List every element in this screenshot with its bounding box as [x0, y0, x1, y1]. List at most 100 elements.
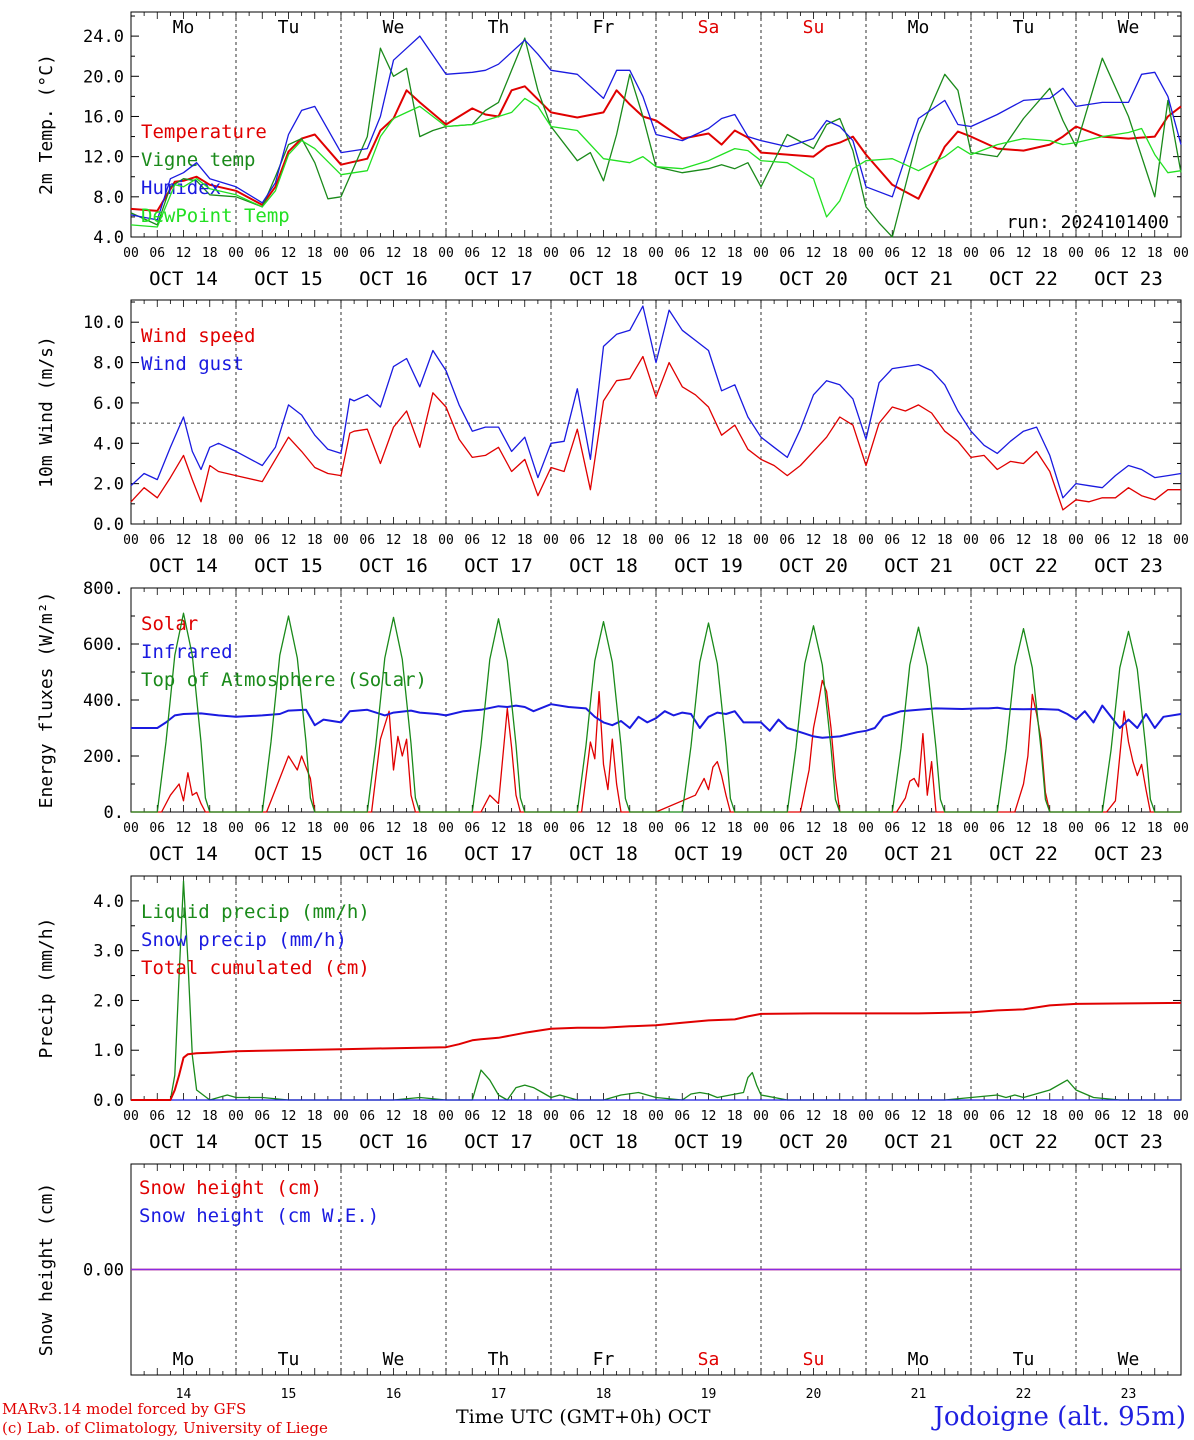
hour-tick-label: 00 [123, 821, 139, 836]
date-label: OCT 22 [989, 555, 1058, 577]
lab-credit: (c) Lab. of Climatology, University of L… [2, 1419, 328, 1437]
date-label: OCT 23 [1094, 1131, 1163, 1153]
hour-tick-label: 18 [622, 1109, 638, 1124]
hour-tick-label: 06 [359, 533, 375, 548]
hour-tick-label: 00 [333, 821, 349, 836]
hour-tick-label: 06 [149, 821, 165, 836]
hour-tick-label: 00 [438, 821, 454, 836]
date-label: OCT 16 [359, 555, 428, 577]
hour-tick-label: 18 [622, 821, 638, 836]
hour-tick-label: 06 [989, 533, 1005, 548]
weekday-label: Mo [908, 1349, 930, 1370]
hour-tick-label: 00 [858, 533, 874, 548]
day-number: 20 [806, 1387, 822, 1402]
hour-tick-label: 12 [491, 1109, 507, 1124]
y-tick-label: 4.0 [93, 228, 124, 248]
hour-tick-label: 12 [596, 246, 612, 261]
panel-5: 0.00 Snow height (cm) Snow height (cm) Snow… [36, 1163, 1182, 1402]
day-number: 17 [491, 1387, 507, 1402]
hour-tick-label: 06 [884, 533, 900, 548]
hour-tick-label: 06 [254, 246, 270, 261]
y-tick-label: 16.0 [83, 107, 124, 127]
hour-tick-label: 00 [963, 533, 979, 548]
y-axis-label: Precip (mm/h) [36, 918, 57, 1059]
hour-tick-label: 18 [412, 246, 428, 261]
y-tick-label: 1.0 [93, 1041, 124, 1061]
date-label: OCT 20 [779, 843, 848, 865]
hour-tick-label: 18 [832, 1109, 848, 1124]
hour-tick-label: 18 [517, 1109, 533, 1124]
hour-tick-label: 12 [386, 1109, 402, 1124]
hour-tick-label: 06 [464, 821, 480, 836]
panel-3: 0. 200. 400. 600. 800. Energy fluxes (W/m²) So… [36, 579, 1189, 865]
hour-tick-label: 12 [281, 246, 297, 261]
hour-tick-label: 18 [307, 821, 323, 836]
hour-tick-label: 06 [674, 246, 690, 261]
weekday-label: We [383, 1349, 405, 1370]
hour-tick-label: 06 [779, 533, 795, 548]
hour-tick-label: 06 [779, 246, 795, 261]
hour-tick-label: 18 [622, 533, 638, 548]
hour-tick-label: 00 [858, 246, 874, 261]
hour-tick-label: 12 [596, 533, 612, 548]
hour-tick-label: 06 [569, 533, 585, 548]
legend-entry: Snow height (cm) [139, 1177, 322, 1199]
legend-entry: Solar [141, 613, 198, 635]
date-label: OCT 19 [674, 268, 743, 290]
hour-tick-label: 06 [254, 1109, 270, 1124]
hour-tick-label: 18 [1147, 821, 1163, 836]
weekday-label: Tu [278, 17, 300, 38]
date-label: OCT 23 [1094, 555, 1163, 577]
y-tick-label: 3.0 [93, 942, 124, 962]
date-label: OCT 22 [989, 268, 1058, 290]
hour-tick-label: 06 [464, 1109, 480, 1124]
hour-tick-label: 12 [1121, 821, 1137, 836]
hour-tick-label: 12 [1016, 821, 1032, 836]
hour-tick-label: 00 [963, 821, 979, 836]
hour-tick-label: 12 [911, 821, 927, 836]
hour-tick-label: 06 [254, 821, 270, 836]
hour-tick-label: 00 [1173, 533, 1189, 548]
y-axis-label: Energy fluxes (W/m²) [36, 592, 57, 809]
hour-tick-label: 12 [281, 533, 297, 548]
date-label: OCT 16 [359, 843, 428, 865]
legend-entry: Snow precip (mm/h) [141, 929, 347, 951]
hour-tick-label: 12 [1016, 246, 1032, 261]
hour-tick-label: 06 [674, 821, 690, 836]
hour-tick-label: 12 [1121, 246, 1137, 261]
station-name: Jodoigne (alt. 95m) [933, 1402, 1186, 1432]
hour-tick-label: 00 [648, 533, 664, 548]
series-line-infrared [131, 703, 1182, 739]
hour-tick-label: 00 [543, 821, 559, 836]
weekday-label: Fr [593, 1349, 615, 1370]
series-line-top-of-atmosphere-solar- [131, 612, 1181, 813]
hour-tick-label: 18 [727, 1109, 743, 1124]
hour-tick-label: 00 [963, 246, 979, 261]
date-label: OCT 23 [1094, 843, 1163, 865]
panel-4: 0.0 1.0 2.0 3.0 4.0 Precip (mm/h) Liquid preci… [36, 875, 1189, 1153]
hour-tick-label: 12 [176, 1109, 192, 1124]
hour-tick-label: 12 [176, 821, 192, 836]
hour-tick-label: 00 [1068, 533, 1084, 548]
weekday-label: Th [488, 17, 510, 38]
series-line-vigne-temp [130, 37, 1182, 238]
hour-tick-label: 12 [1016, 1109, 1032, 1124]
legend-entry: Top of Atmosphere (Solar) [141, 669, 427, 691]
y-tick-label: 0.0 [93, 1091, 124, 1111]
weekday-label: Mo [173, 1349, 195, 1370]
weekday-label: Mo [173, 17, 195, 38]
weekday-label: Su [803, 17, 825, 38]
hour-tick-label: 12 [701, 246, 717, 261]
day-number: 19 [701, 1387, 717, 1402]
run-label: run: 2024101400 [1006, 212, 1169, 233]
date-label: OCT 21 [884, 1131, 953, 1153]
day-number: 18 [596, 1387, 612, 1402]
date-label: OCT 20 [779, 268, 848, 290]
legend-entry: Temperature [141, 121, 267, 143]
hour-tick-label: 06 [779, 1109, 795, 1124]
legend-entry: Infrared [141, 641, 233, 663]
weekday-label: Tu [1013, 1349, 1035, 1370]
y-tick-label: 20.0 [83, 67, 124, 87]
date-label: OCT 15 [254, 268, 323, 290]
hour-tick-label: 06 [884, 246, 900, 261]
